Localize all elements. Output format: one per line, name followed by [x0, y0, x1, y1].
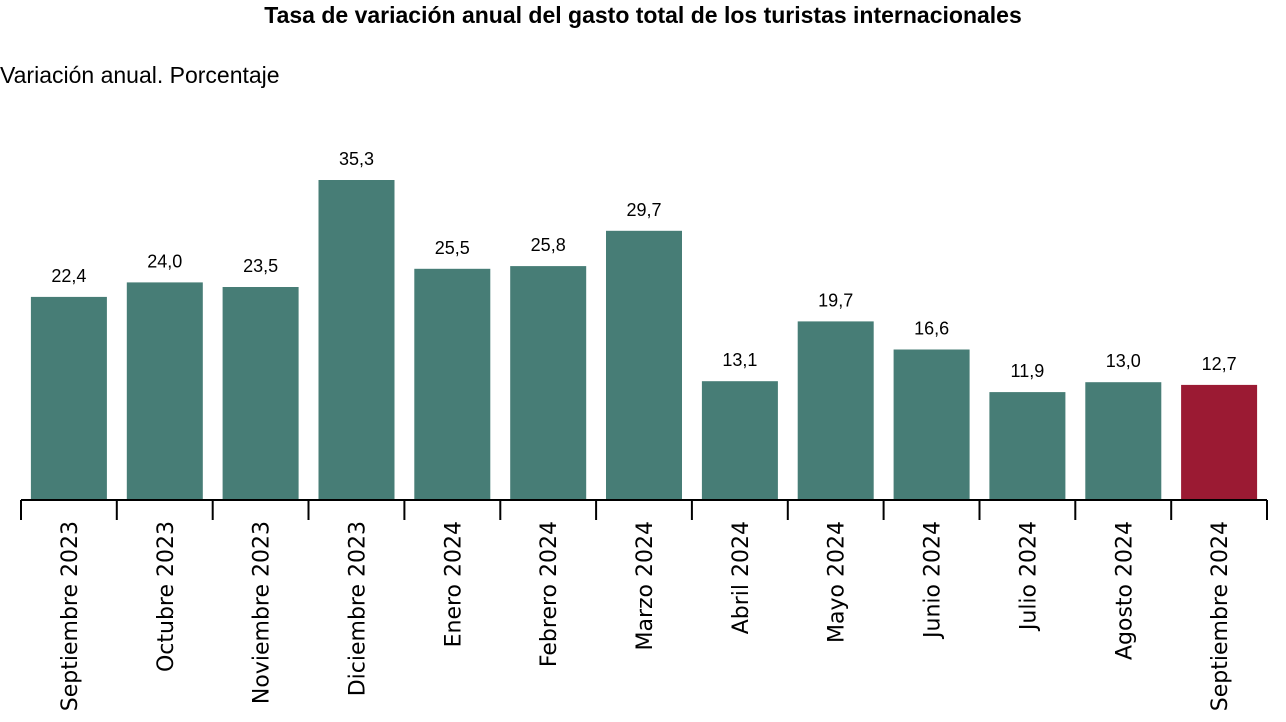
x-axis [20, 499, 1268, 520]
bar-2 [126, 282, 203, 500]
bar-1 [30, 296, 107, 500]
value-label-12: 13,0 [1106, 351, 1141, 371]
chart-title: Tasa de variación anual del gasto total … [264, 2, 1022, 28]
category-label-9: Mayo 2024 [825, 521, 850, 643]
bar-4 [318, 180, 395, 500]
bar-5 [414, 268, 491, 500]
category-label-1: Septiembre 2023 [58, 521, 83, 711]
bars-group [30, 180, 1258, 501]
category-label-10: Junio 2024 [921, 521, 946, 640]
category-label-2: Octubre 2023 [154, 521, 179, 672]
bar-10 [893, 349, 970, 500]
value-label-10: 16,6 [914, 319, 949, 339]
value-label-5: 25,5 [435, 238, 470, 258]
category-label-6: Febrero 2024 [537, 521, 562, 667]
chart-subtitle: Variación anual. Porcentaje [0, 62, 280, 88]
category-label-4: Diciembre 2023 [346, 521, 371, 696]
bar-8 [701, 381, 778, 500]
value-label-7: 29,7 [626, 200, 661, 220]
category-label-7: Marzo 2024 [633, 521, 658, 651]
category-label-3: Noviembre 2023 [250, 521, 275, 704]
bar-13 [1181, 384, 1258, 500]
category-label-12: Agosto 2024 [1112, 521, 1137, 660]
value-label-1: 22,4 [51, 266, 86, 286]
bar-11 [989, 392, 1066, 500]
bar-12 [1085, 382, 1162, 500]
bar-7 [606, 230, 682, 501]
value-label-6: 25,8 [531, 235, 566, 255]
category-labels-group: Septiembre 2023 Octubre 2023 Noviembre 202… [58, 521, 1233, 711]
value-label-8: 13,1 [722, 350, 757, 370]
category-label-13: Septiembre 2024 [1208, 521, 1233, 711]
category-label-8: Abril 2024 [729, 521, 754, 634]
value-label-13: 12,7 [1202, 354, 1237, 374]
value-label-2: 24,0 [147, 251, 182, 271]
value-label-11: 11,9 [1011, 361, 1045, 381]
value-label-4: 35,3 [339, 149, 374, 169]
value-label-3: 23,5 [243, 256, 278, 276]
value-labels-group: 22,4 24,0 23,5 35,3 25,5 25,8 29,7 13,1 19,7 16,6… [51, 149, 1236, 381]
category-label-5: Enero 2024 [441, 521, 466, 647]
bar-3 [222, 287, 299, 500]
bar-9 [797, 321, 874, 500]
value-label-9: 19,7 [818, 290, 853, 310]
category-label-11: Julio 2024 [1016, 521, 1041, 632]
bar-6 [510, 266, 587, 500]
